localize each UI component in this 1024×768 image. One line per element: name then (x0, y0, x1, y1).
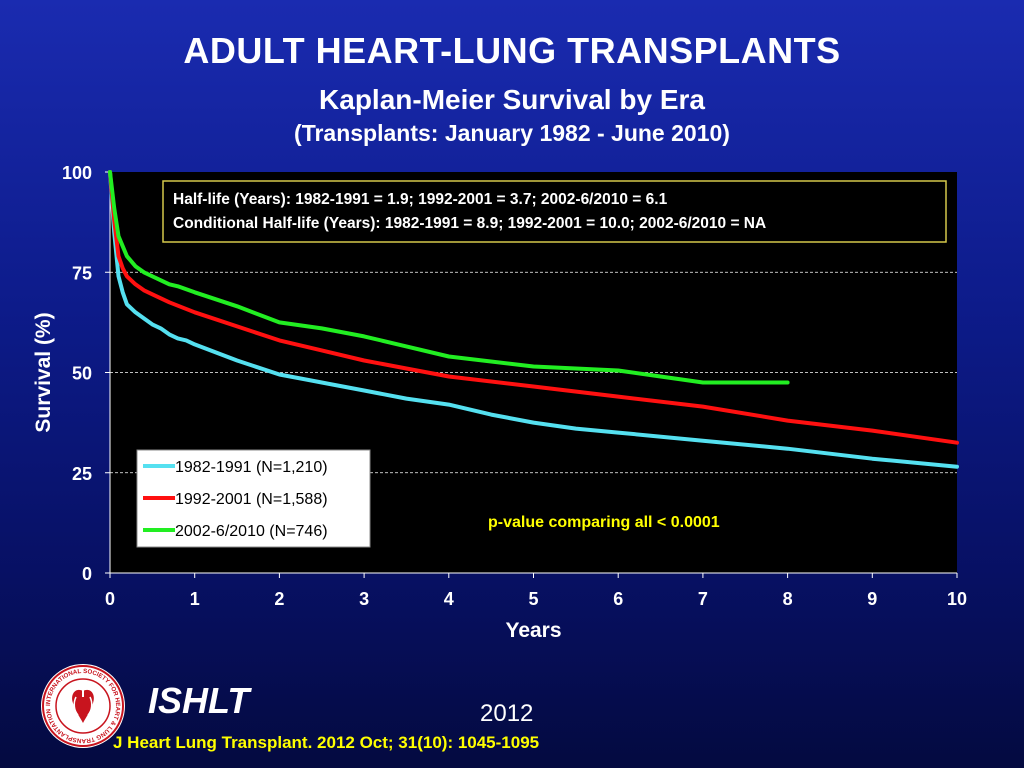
x-tick-label: 6 (613, 589, 623, 609)
date-range-subtitle: (Transplants: January 1982 - June 2010) (294, 120, 730, 146)
x-tick-label: 3 (359, 589, 369, 609)
x-tick-label: 10 (947, 589, 967, 609)
pvalue-annotation: p-value comparing all < 0.0001 (488, 514, 720, 531)
halflife-text: Half-life (Years): 1982-1991 = 1.9; 1992… (173, 191, 668, 208)
series-line-2 (108, 170, 959, 445)
y-tick-label: 100 (62, 163, 92, 183)
brand-name: ISHLT (148, 680, 250, 721)
y-tick-label: 0 (82, 564, 92, 584)
halflife-annotation-box: Half-life (Years): 1982-1991 = 1.9; 1992… (162, 180, 947, 243)
publication-year: 2012 (480, 700, 534, 727)
legend-label: 2002-6/2010 (N=746) (175, 523, 328, 540)
y-axis-label: Survival (%) (32, 312, 55, 432)
page-subtitle: Kaplan-Meier Survival by Era (319, 84, 705, 115)
legend-label: 1982-1991 (N=1,210) (175, 459, 328, 476)
x-tick-label: 9 (867, 589, 877, 609)
legend-label: 1992-2001 (N=1,588) (175, 491, 328, 508)
page-title: ADULT HEART-LUNG TRANSPLANTS (183, 30, 841, 71)
x-tick-label: 5 (528, 589, 538, 609)
x-tick-label: 8 (783, 589, 793, 609)
x-tick-label: 4 (444, 589, 454, 609)
y-tick-label: 50 (72, 364, 92, 384)
x-tick-label: 0 (105, 589, 115, 609)
x-tick-label: 7 (698, 589, 708, 609)
conditional-halflife-text: Conditional Half-life (Years): 1982-1991… (173, 215, 766, 232)
legend: 1982-1991 (N=1,210) 1992-2001 (N=1,588) 20… (136, 449, 371, 548)
series-line-3 (108, 170, 790, 385)
x-axis-label: Years (505, 619, 561, 642)
y-tick-label: 25 (72, 464, 92, 484)
series-line-1 (108, 170, 959, 469)
citation: J Heart Lung Transplant. 2012 Oct; 31(10… (113, 733, 540, 752)
x-tick-label: 2 (274, 589, 284, 609)
x-tick-label: 1 (190, 589, 200, 609)
y-tick-label: 75 (72, 263, 92, 283)
legend-box (136, 449, 371, 548)
ishlt-seal-icon: INTERNATIONAL SOCIETY FOR HEART & LUNG T… (41, 664, 125, 748)
